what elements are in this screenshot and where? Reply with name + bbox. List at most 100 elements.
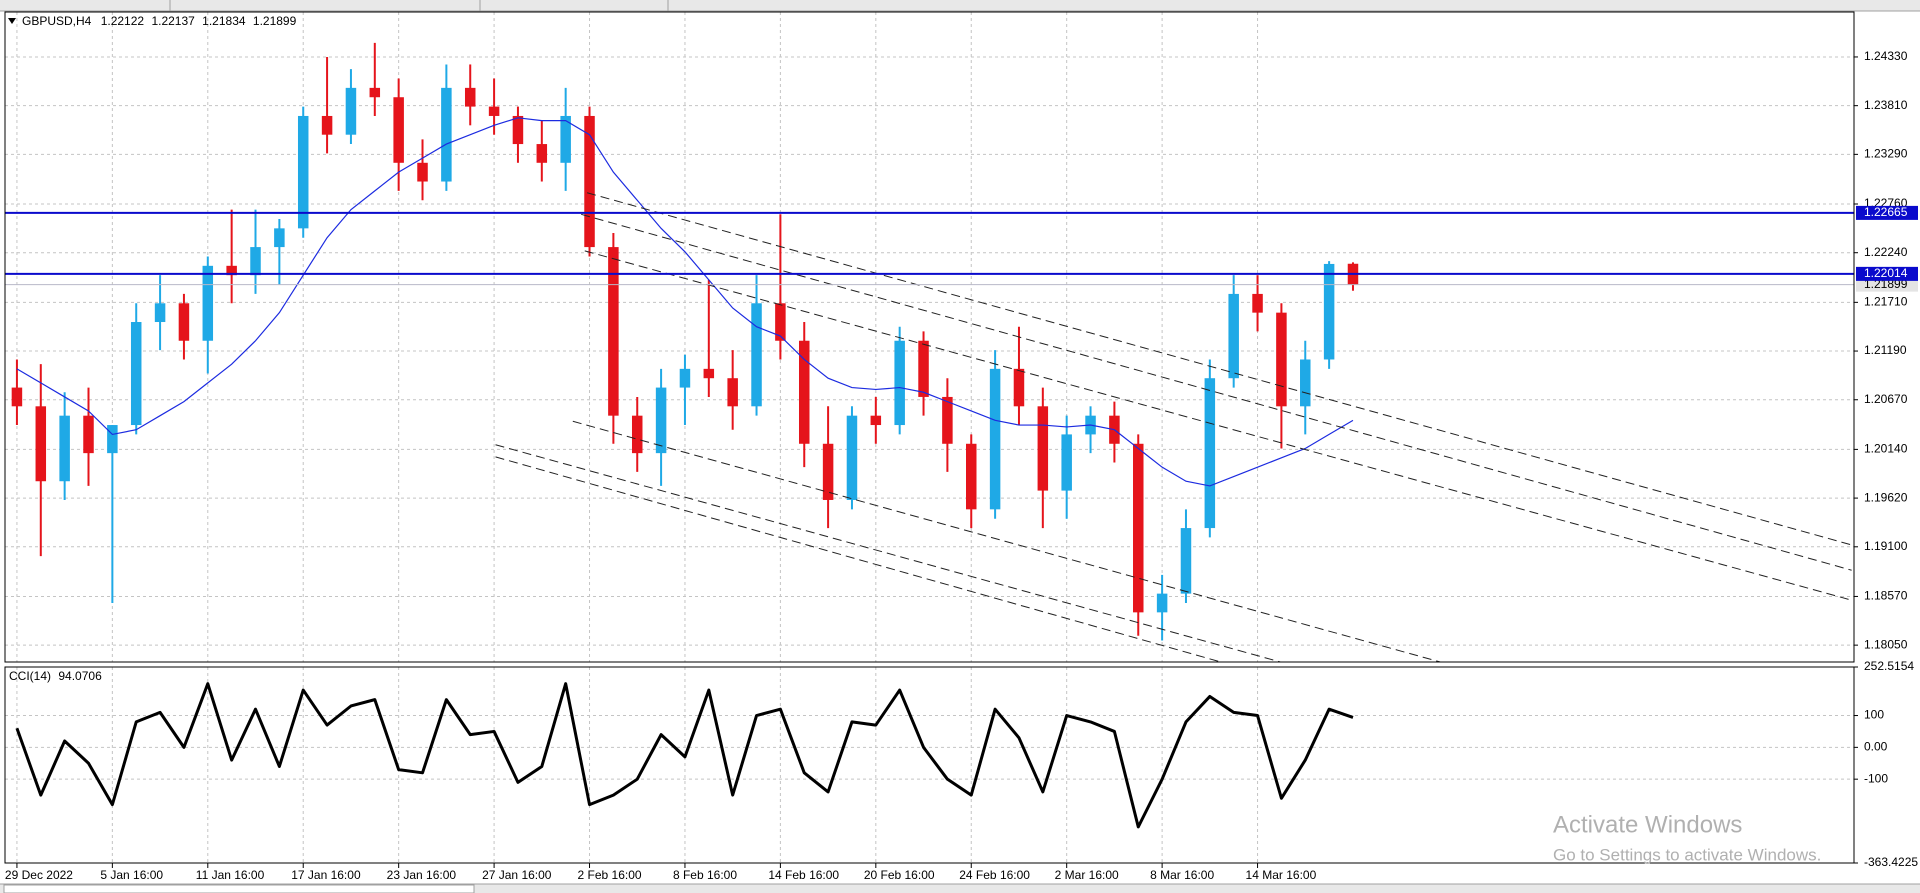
trendline <box>584 250 1852 601</box>
x-tick-label: 2 Mar 16:00 <box>1055 868 1119 882</box>
candle-body <box>274 228 285 248</box>
x-tick-label: 23 Jan 16:00 <box>387 868 457 882</box>
candle-body <box>321 115 333 135</box>
candle-body <box>35 406 47 482</box>
candle-body <box>608 247 619 416</box>
candle-body <box>178 303 190 341</box>
candle-body <box>536 144 548 163</box>
candle-body <box>83 415 94 454</box>
candle-body <box>59 415 70 482</box>
candle-body <box>488 106 500 116</box>
y-tick-label: 1.20670 <box>1864 392 1908 406</box>
current-price-label-bg <box>1856 277 1918 292</box>
candle-body <box>1300 359 1311 407</box>
trendline <box>572 420 1443 662</box>
candle-body <box>130 322 142 426</box>
candle-body <box>798 340 810 444</box>
y-tick-label: 252.5154 <box>1864 659 1914 673</box>
last-high: 1.22137 <box>151 14 195 28</box>
bottom-tab-strip <box>0 884 1920 893</box>
trendline <box>495 456 1223 662</box>
x-tick-label: 17 Jan 16:00 <box>291 868 361 882</box>
candle-body <box>1180 528 1192 594</box>
candle-body <box>679 368 691 388</box>
y-tick-label: 1.19620 <box>1864 490 1908 504</box>
price-plot <box>5 42 1854 662</box>
cci-header: CCI(14) 94.0706 <box>9 669 102 683</box>
candle-body <box>1204 378 1216 529</box>
cci-last-value: 94.0706 <box>58 669 102 683</box>
x-tick-label: 14 Feb 16:00 <box>768 868 839 882</box>
candle-body <box>1156 593 1168 613</box>
moving-average <box>16 117 1354 487</box>
candle-body <box>1228 293 1239 379</box>
candle-body <box>751 303 762 407</box>
y-tick-label: 1.24330 <box>1864 49 1908 63</box>
candle-body <box>417 162 428 182</box>
level-label-bg <box>1856 266 1918 281</box>
candle-body <box>989 368 1001 510</box>
y-tick-label: 1.21710 <box>1864 295 1908 309</box>
trendline <box>587 192 1852 546</box>
watermark-subtitle: Go to Settings to activate Windows. <box>1553 845 1821 864</box>
candle-body <box>369 87 381 98</box>
cci-plot <box>15 682 1354 829</box>
trendline <box>495 444 1283 662</box>
candle-body <box>107 425 118 454</box>
candle-body <box>870 415 882 426</box>
y-tick-label: 100 <box>1864 708 1884 722</box>
axes: 29 Dec 2022 5 Jan 16:00 11 Jan 16:00 17 Jan… <box>5 49 1918 882</box>
x-tick-label: 20 Feb 16:00 <box>864 868 935 882</box>
candle-body <box>393 97 404 163</box>
chart-tab[interactable] <box>3 884 475 893</box>
candle-body <box>464 87 476 107</box>
cci-line <box>15 682 1354 829</box>
candle-body <box>1013 368 1025 407</box>
y-tick-label: 1.18050 <box>1864 637 1908 651</box>
candle-body <box>250 247 261 276</box>
price-panel-frame <box>4 11 1855 663</box>
y-tick-label: 1.20140 <box>1864 442 1908 456</box>
candle-body <box>775 303 786 341</box>
candle-body <box>297 115 309 229</box>
y-tick-label: -363.4225 <box>1864 855 1918 869</box>
y-tick-label: 1.18570 <box>1864 589 1908 603</box>
candle-body <box>1133 443 1144 613</box>
cci-panel-frame <box>4 666 1855 864</box>
candle-body <box>966 443 977 510</box>
candle-body <box>1276 312 1287 407</box>
last-close: 1.21899 <box>253 14 297 28</box>
candle-body <box>11 387 23 407</box>
x-tick-label: 2 Feb 16:00 <box>578 868 642 882</box>
symbol-title: GBPUSD,H4 <box>22 14 92 28</box>
candle-body <box>512 115 524 145</box>
y-tick-label: -100 <box>1864 771 1888 785</box>
candle-body <box>560 115 571 163</box>
candle-body <box>154 303 166 323</box>
candle-body <box>655 387 667 454</box>
candle-body <box>846 415 858 500</box>
collapse-arrow[interactable] <box>8 18 16 24</box>
price-header: GBPUSD,H4 1.22122 1.22137 1.21834 1.2189… <box>22 14 297 28</box>
candle-body <box>345 87 357 135</box>
trendline <box>581 213 1852 571</box>
x-tick-label: 14 Mar 16:00 <box>1246 868 1317 882</box>
x-tick-label: 27 Jan 16:00 <box>482 868 552 882</box>
x-tick-label: 5 Jan 16:00 <box>100 868 163 882</box>
candle-body <box>918 340 929 397</box>
candle-body <box>894 340 905 426</box>
last-low: 1.21834 <box>202 14 246 28</box>
candle-body <box>822 443 834 500</box>
x-tick-label: 8 Mar 16:00 <box>1150 868 1214 882</box>
candle-body <box>584 115 595 248</box>
y-tick-label: 0.00 <box>1864 740 1888 754</box>
candle-body <box>631 415 643 454</box>
candle-body <box>942 396 953 444</box>
candle-body <box>727 378 738 407</box>
candle-body <box>202 265 214 341</box>
candle-body <box>1037 406 1049 491</box>
candle-body <box>441 87 452 182</box>
x-tick-label: 11 Jan 16:00 <box>196 868 265 882</box>
